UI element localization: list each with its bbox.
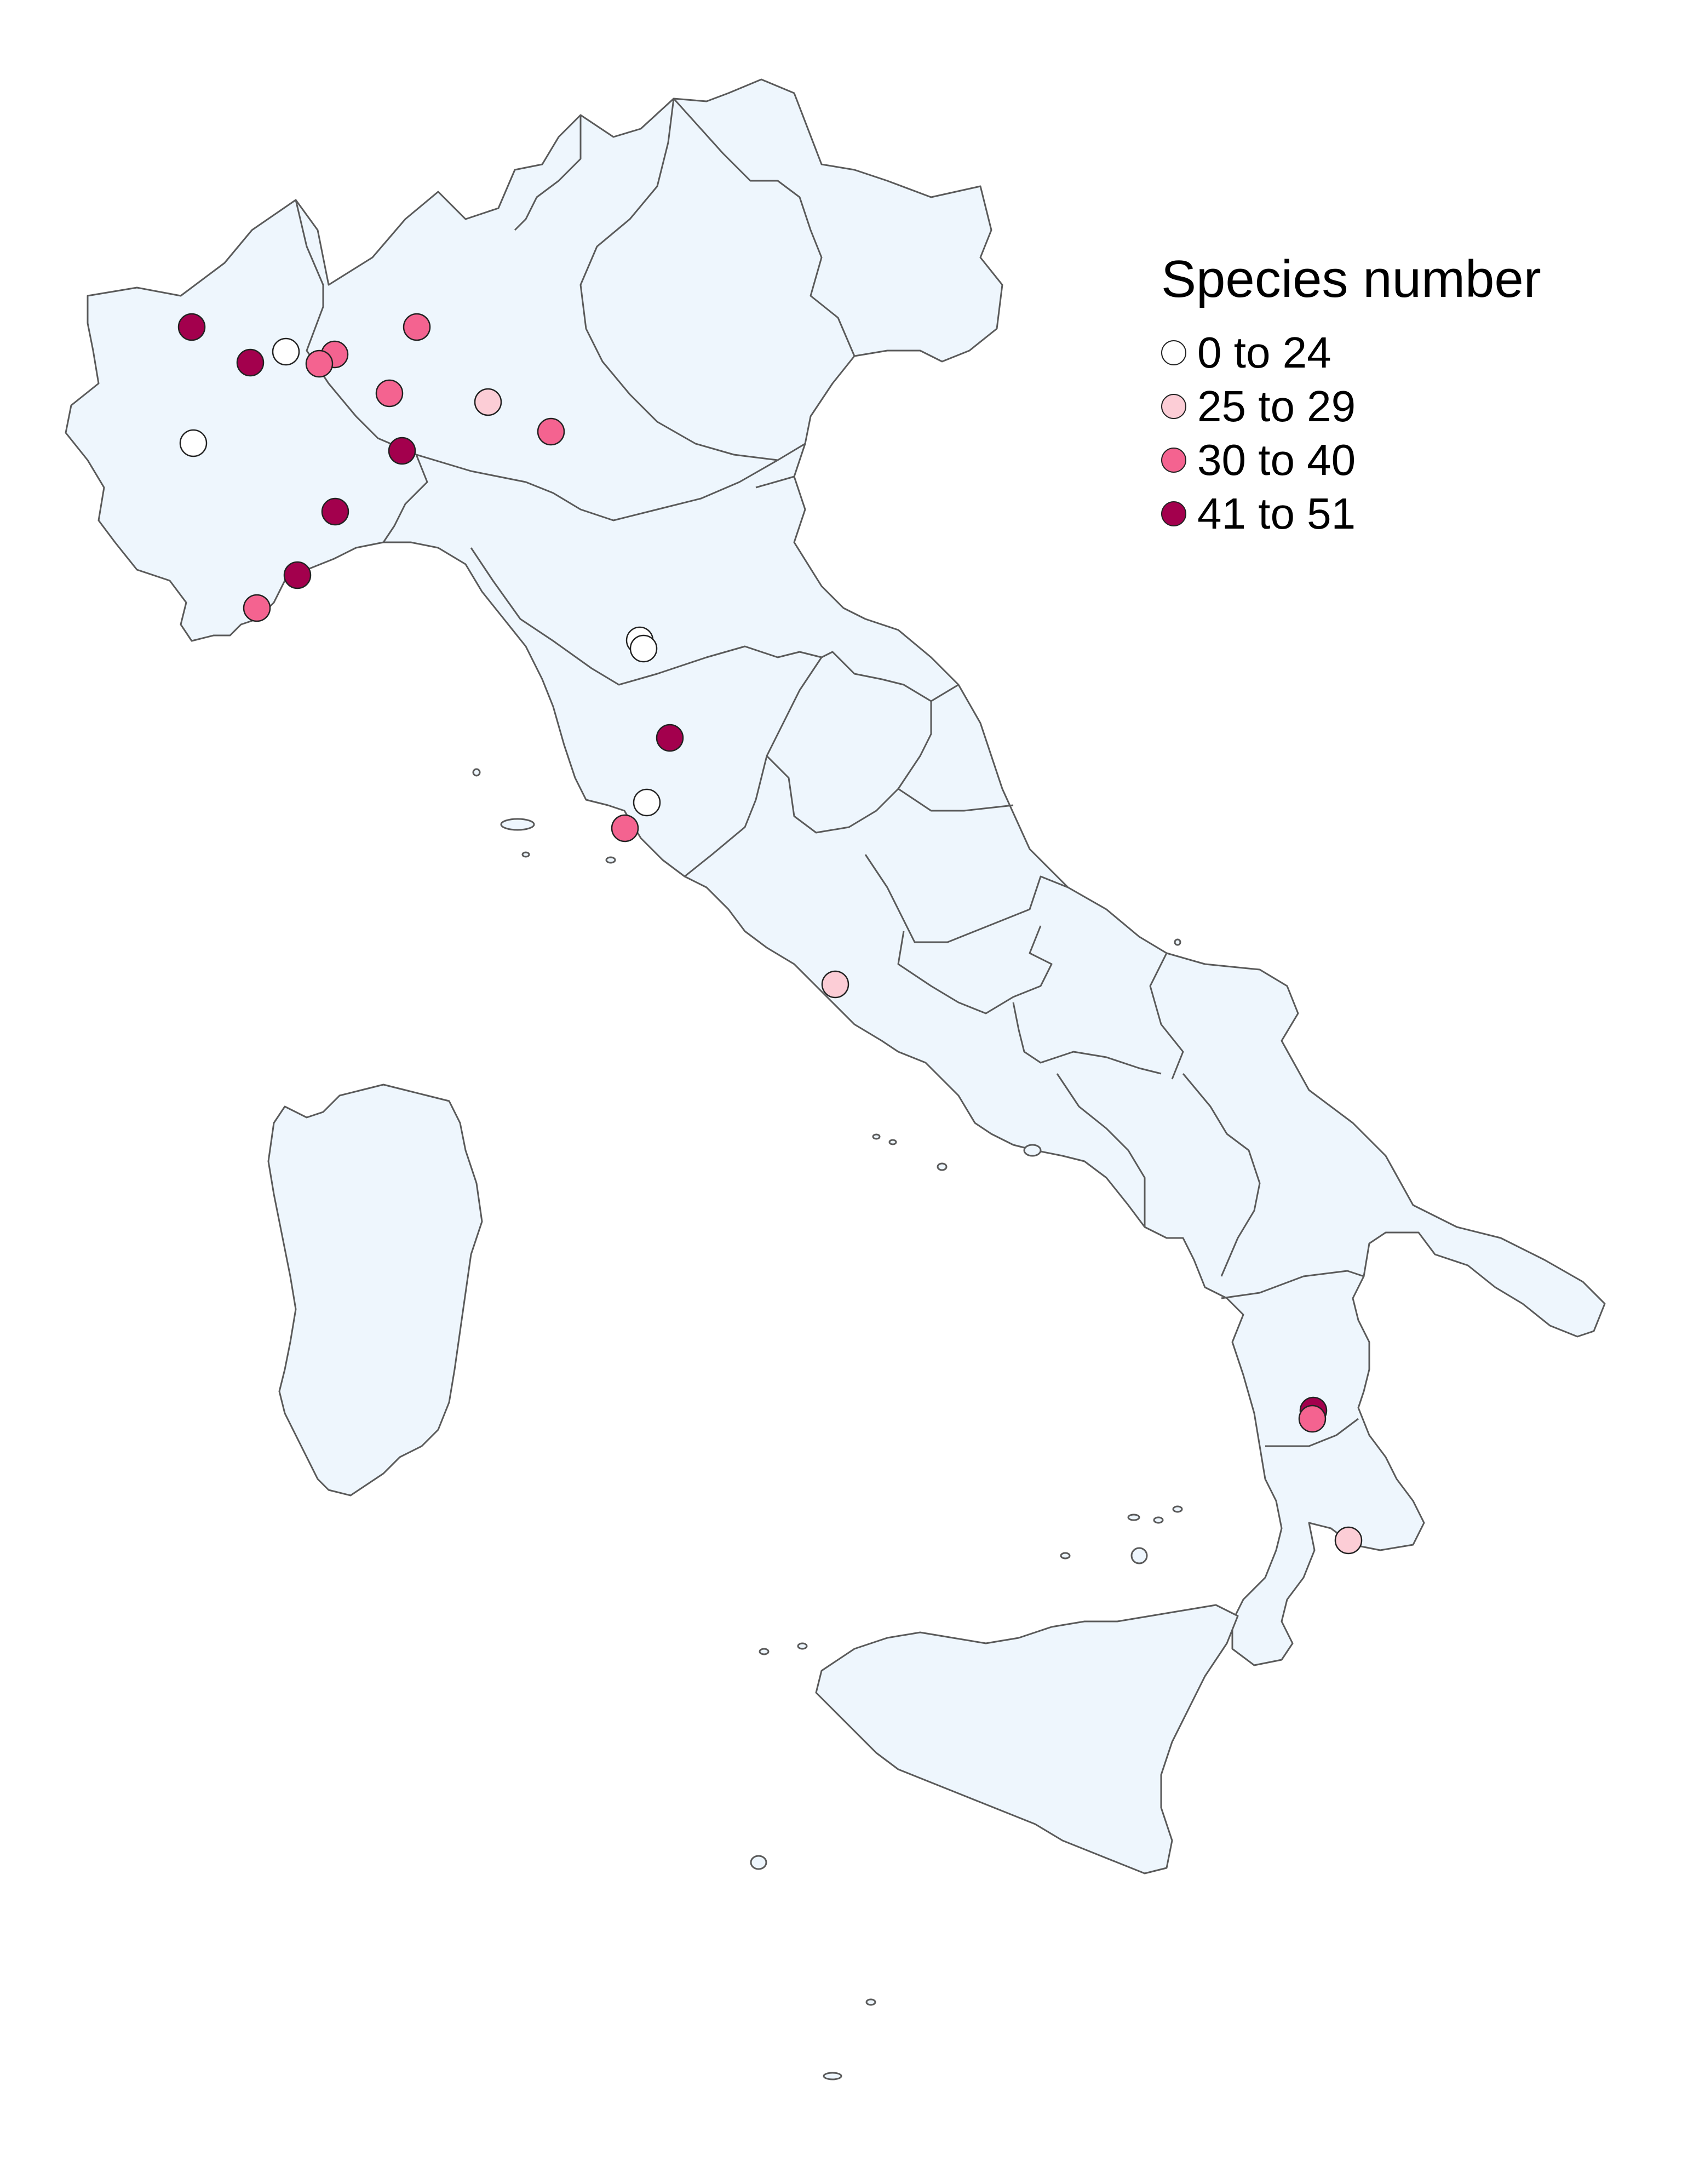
legend-label-41-51: 41 to 51 bbox=[1197, 489, 1356, 538]
site-marker bbox=[272, 337, 300, 366]
site-marker bbox=[388, 437, 416, 465]
site-marker bbox=[629, 634, 658, 663]
legend-label-30-40: 30 to 40 bbox=[1197, 435, 1356, 484]
site-marker bbox=[305, 349, 334, 378]
legend-title: Species number bbox=[1161, 250, 1541, 308]
sardinia bbox=[267, 1084, 483, 1497]
legend-row-0-24: 0 to 24 bbox=[1161, 326, 1599, 380]
legend-label-25-29: 25 to 29 bbox=[1197, 382, 1356, 431]
sicily bbox=[815, 1604, 1239, 1875]
legend-row-41-51: 41 to 51 bbox=[1161, 487, 1599, 541]
small-islands bbox=[472, 768, 1183, 2080]
sampling-sites bbox=[177, 313, 1363, 1555]
site-marker bbox=[403, 313, 431, 341]
legend-label-0-24: 0 to 24 bbox=[1197, 328, 1331, 377]
legend: Species number 0 to 24 25 to 29 30 to 40… bbox=[1161, 249, 1599, 541]
site-marker bbox=[537, 417, 565, 446]
region-borders bbox=[295, 98, 1364, 1447]
site-marker bbox=[375, 379, 404, 408]
site-marker bbox=[1334, 1526, 1363, 1555]
site-marker bbox=[321, 497, 349, 526]
mainland-italy bbox=[65, 78, 1606, 1666]
site-marker bbox=[177, 313, 206, 341]
legend-swatch-25-29 bbox=[1161, 394, 1186, 419]
legend-row-25-29: 25 to 29 bbox=[1161, 380, 1599, 433]
site-marker bbox=[283, 561, 312, 589]
site-marker bbox=[1298, 1405, 1327, 1433]
site-marker bbox=[179, 429, 208, 457]
legend-row-30-40: 30 to 40 bbox=[1161, 433, 1599, 487]
legend-swatch-41-51 bbox=[1161, 501, 1186, 526]
site-marker bbox=[611, 814, 639, 842]
site-marker bbox=[633, 788, 661, 817]
legend-swatch-30-40 bbox=[1161, 448, 1186, 473]
site-marker bbox=[656, 724, 684, 752]
site-marker bbox=[821, 970, 849, 999]
site-marker bbox=[243, 594, 271, 622]
legend-swatch-0-24 bbox=[1161, 340, 1186, 365]
site-marker bbox=[474, 388, 502, 416]
site-marker bbox=[236, 348, 265, 377]
